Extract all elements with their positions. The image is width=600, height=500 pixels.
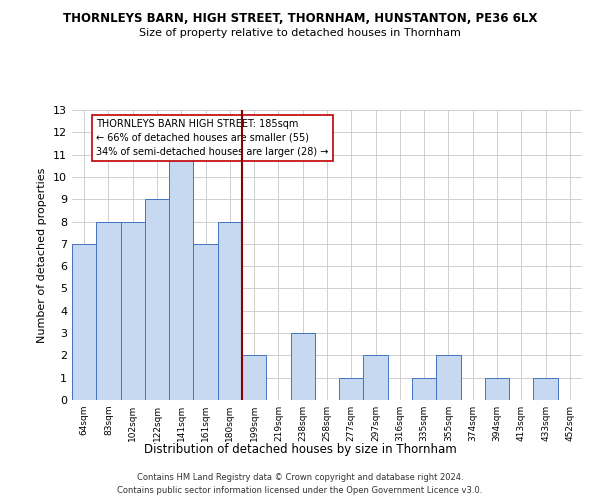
- Text: THORNLEYS BARN, HIGH STREET, THORNHAM, HUNSTANTON, PE36 6LX: THORNLEYS BARN, HIGH STREET, THORNHAM, H…: [63, 12, 537, 26]
- Bar: [533, 378, 558, 400]
- Bar: [145, 199, 169, 400]
- Bar: [339, 378, 364, 400]
- Bar: [485, 378, 509, 400]
- Text: Distribution of detached houses by size in Thornham: Distribution of detached houses by size …: [143, 442, 457, 456]
- Bar: [364, 356, 388, 400]
- Bar: [72, 244, 96, 400]
- Bar: [193, 244, 218, 400]
- Y-axis label: Number of detached properties: Number of detached properties: [37, 168, 47, 342]
- Bar: [218, 222, 242, 400]
- Bar: [96, 222, 121, 400]
- Bar: [290, 333, 315, 400]
- Bar: [121, 222, 145, 400]
- Bar: [242, 356, 266, 400]
- Bar: [436, 356, 461, 400]
- Bar: [169, 154, 193, 400]
- Text: Size of property relative to detached houses in Thornham: Size of property relative to detached ho…: [139, 28, 461, 38]
- Bar: [412, 378, 436, 400]
- Text: Contains HM Land Registry data © Crown copyright and database right 2024.: Contains HM Land Registry data © Crown c…: [137, 472, 463, 482]
- Text: Contains public sector information licensed under the Open Government Licence v3: Contains public sector information licen…: [118, 486, 482, 495]
- Text: THORNLEYS BARN HIGH STREET: 185sqm
← 66% of detached houses are smaller (55)
34%: THORNLEYS BARN HIGH STREET: 185sqm ← 66%…: [96, 119, 329, 157]
